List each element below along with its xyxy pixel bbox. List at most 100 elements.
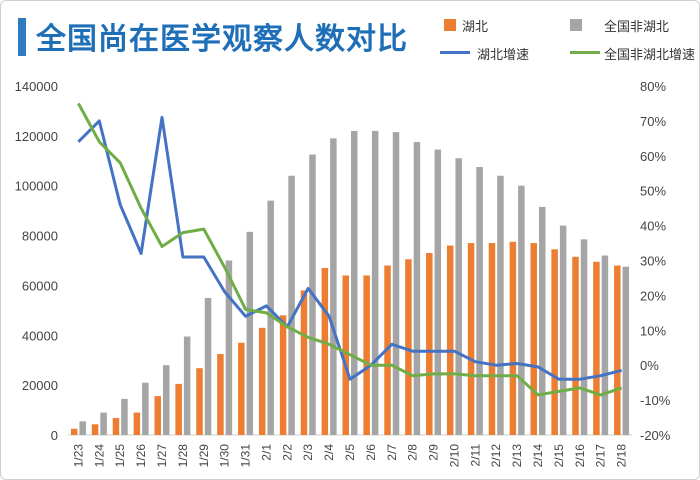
legend-swatch-nonhubei [570,19,582,31]
bar-nonhubei [79,421,86,435]
bar-hubei [405,259,412,435]
bar-hubei [593,261,600,435]
bar-hubei [279,315,287,435]
bar-hubei [321,267,329,435]
bar-hubei [258,327,266,435]
bar-hubei [70,428,78,435]
x-tick-label: 2/8 [406,444,420,461]
bar-hubei [91,424,99,435]
bar-hubei [196,368,203,435]
x-tick-label: 2/6 [364,444,378,461]
bar-hubei [467,243,475,435]
legend-swatch-hubei [444,19,456,31]
y-left-tick-label: 20000 [22,378,58,393]
line-hubei-growth [77,115,622,381]
y-right-tick-label: 30% [640,254,666,269]
bar-hubei [112,418,120,435]
x-tick-label: 2/4 [322,444,336,461]
bar-hubei [509,241,517,435]
x-tick-label: 2/13 [510,444,524,468]
x-tick-label: 2/18 [615,444,629,468]
x-tick-label: 2/16 [573,444,587,468]
bar-nonhubei [539,206,546,435]
y-right-tick-label: 20% [640,288,666,303]
bar-hubei [217,353,224,435]
bar-hubei [363,275,370,435]
x-tick-label: 1/30 [218,444,232,468]
x-tick-label: 2/14 [531,444,545,468]
bar-nonhubei [267,200,274,435]
x-tick-label: 2/1 [259,444,273,461]
legend-label-hubei: 湖北 [462,20,489,35]
bar-hubei [614,265,621,435]
x-tick-label: 1/27 [155,444,169,468]
y-right-tick-label: -20% [640,428,671,443]
legend-label-hubei-growth: 湖北增速 [477,48,530,63]
bar-nonhubei [476,167,483,435]
y-left-tick-label: 80000 [22,229,58,244]
y-right-tick-label: 70% [640,114,666,129]
y-left-tick-label: 60000 [22,278,58,293]
bar-hubei [530,243,537,435]
bar-nonhubei [163,365,170,435]
bar-nonhubei [204,297,212,435]
y-left-tick-label: 100000 [15,179,58,194]
y-left-tick-label: 140000 [15,79,58,94]
legend-line-hubei-growth [440,51,470,54]
y-right-tick-label: 10% [640,323,666,338]
bar-nonhubei [497,175,504,435]
x-tick-label: 2/15 [552,444,566,468]
bar-hubei [175,383,182,435]
bar-nonhubei [455,158,462,436]
x-tick-label: 1/29 [197,444,211,468]
bar-hubei [572,256,579,435]
x-tick-label: 1/31 [239,444,253,468]
bar-nonhubei [330,138,337,435]
bar-hubei [154,396,161,435]
bar-hubei [238,342,245,435]
bar-nonhubei [559,225,567,435]
y-left-tick-label: 40000 [22,328,58,343]
chart-title: 全国尚在医学观察人数对比 [36,22,408,57]
bar-nonhubei [351,130,358,435]
x-tick-label: 2/5 [343,444,357,461]
y-right-tick-label: 50% [640,184,666,199]
x-tick-label: 2/2 [280,444,294,461]
x-tick-label: 2/11 [468,444,482,467]
x-tick-label: 2/9 [427,444,441,461]
x-tick-label: 2/7 [385,444,399,461]
bar-hubei [133,412,141,435]
x-tick-label: 2/3 [301,444,315,461]
bar-nonhubei [601,255,609,435]
bar-nonhubei [183,336,191,435]
bar-nonhubei [142,382,149,435]
y-right-tick-label: 40% [640,219,666,234]
bar-nonhubei [622,266,630,435]
bar-nonhubei [518,185,525,435]
bar-nonhubei [246,231,254,435]
legend-label-nonhubei: 全国非湖北 [604,20,670,35]
y-right-tick-label: 80% [640,79,666,94]
bar-nonhubei [371,130,379,435]
x-tick-label: 1/28 [176,444,190,468]
bar-nonhubei [434,149,442,435]
legend-line-nonhubei-growth [570,51,600,54]
x-tick-label: 2/12 [489,444,503,468]
y-left-tick-label: 120000 [15,129,58,144]
bar-hubei [551,249,558,435]
bar-nonhubei [288,175,295,435]
bar-hubei [342,275,349,435]
x-tick-label: 1/26 [134,444,148,468]
legend-label-nonhubei-growth: 全国非湖北增速 [604,48,696,63]
bar-hubei [426,253,433,435]
bar-nonhubei [100,412,107,435]
bar-nonhubei [413,142,421,435]
x-tick-label: 1/25 [113,444,127,468]
bar-nonhubei [580,239,588,435]
y-left-tick-label: 0 [51,428,58,443]
title-accent-bar [18,18,26,56]
x-tick-label: 1/23 [71,444,85,468]
x-tick-label: 1/24 [92,444,106,468]
line-nonhubei-growth [77,102,623,397]
